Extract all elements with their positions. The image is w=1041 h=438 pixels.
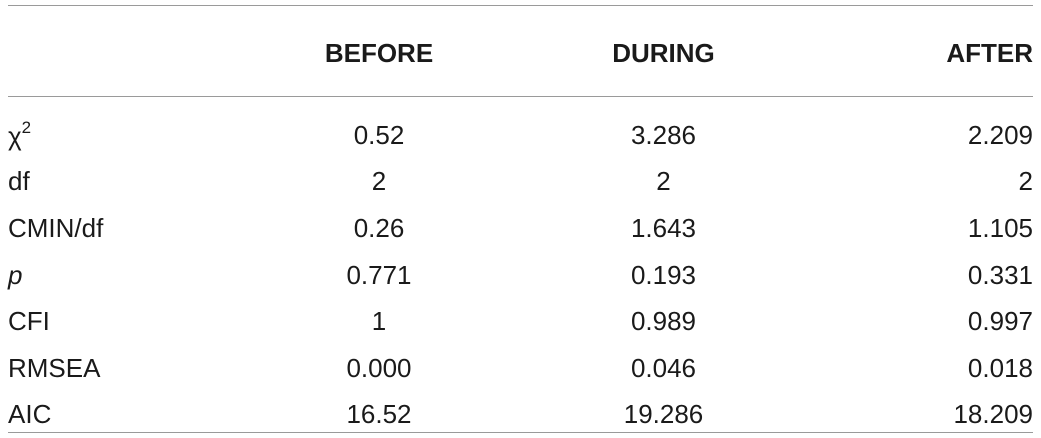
cell-before: 0.000	[346, 352, 412, 383]
table-header-rule	[8, 96, 1033, 97]
row-label-superscript: 2	[21, 118, 32, 138]
cell-before: 1	[371, 306, 387, 337]
cell-before: 16.52	[346, 399, 412, 430]
cell-during: 1.643	[630, 212, 697, 243]
cell-during: 2	[656, 166, 671, 197]
table-row-aic: AIC 16.52 19.286 18.209	[8, 392, 1035, 438]
table-row-p: p 0.771 0.193 0.331	[8, 252, 1035, 299]
header-cell-before: BEFORE	[324, 37, 434, 68]
table-bottom-rule	[8, 432, 1033, 433]
cell-after: 18.209	[953, 399, 1033, 430]
cell-before: 2	[371, 166, 387, 197]
row-label-aic: AIC	[8, 399, 52, 430]
cell-during: 3.286	[630, 119, 697, 150]
header-cell-during: DURING	[612, 37, 715, 68]
row-label-cmin-df: CMIN/df	[8, 212, 104, 243]
cell-after: 0.331	[967, 259, 1033, 290]
fit-indices-table: BEFORE DURING AFTER χ2 0.52 3.286 2.209 …	[8, 6, 1035, 438]
cell-after: 1.105	[967, 212, 1033, 243]
table-header-row: BEFORE DURING AFTER	[8, 6, 1035, 98]
table-row-cmin-df: CMIN/df 0.26 1.643 1.105	[8, 205, 1035, 252]
table-top-rule	[8, 5, 1033, 6]
cell-before: 0.771	[346, 259, 412, 290]
table-row-cfi: CFI 1 0.989 0.997	[8, 298, 1035, 345]
header-cell-after: AFTER	[946, 37, 1033, 68]
cell-after: 2	[1018, 166, 1033, 197]
row-label-rmsea: RMSEA	[8, 352, 101, 383]
cell-before: 0.52	[353, 119, 405, 150]
table-row-df: df 2 2 2	[8, 159, 1035, 206]
row-label-df: df	[8, 166, 30, 197]
cell-during: 0.046	[630, 352, 697, 383]
cell-during: 19.286	[623, 399, 704, 430]
row-label-text: χ	[8, 121, 22, 152]
table-row-chi-square: χ2 0.52 3.286 2.209	[8, 98, 1035, 159]
cell-after: 2.209	[967, 119, 1033, 150]
cell-during: 0.193	[630, 259, 697, 290]
cell-after: 0.997	[967, 306, 1033, 337]
table-row-rmsea: RMSEA 0.000 0.046 0.018	[8, 345, 1035, 392]
row-label-p: p	[8, 259, 23, 290]
row-label-cfi: CFI	[8, 306, 50, 337]
header-cell-empty	[8, 6, 268, 98]
row-label-chi-square: χ2	[8, 98, 268, 159]
cell-during: 0.989	[630, 306, 697, 337]
cell-after: 0.018	[967, 352, 1033, 383]
cell-before: 0.26	[353, 212, 405, 243]
